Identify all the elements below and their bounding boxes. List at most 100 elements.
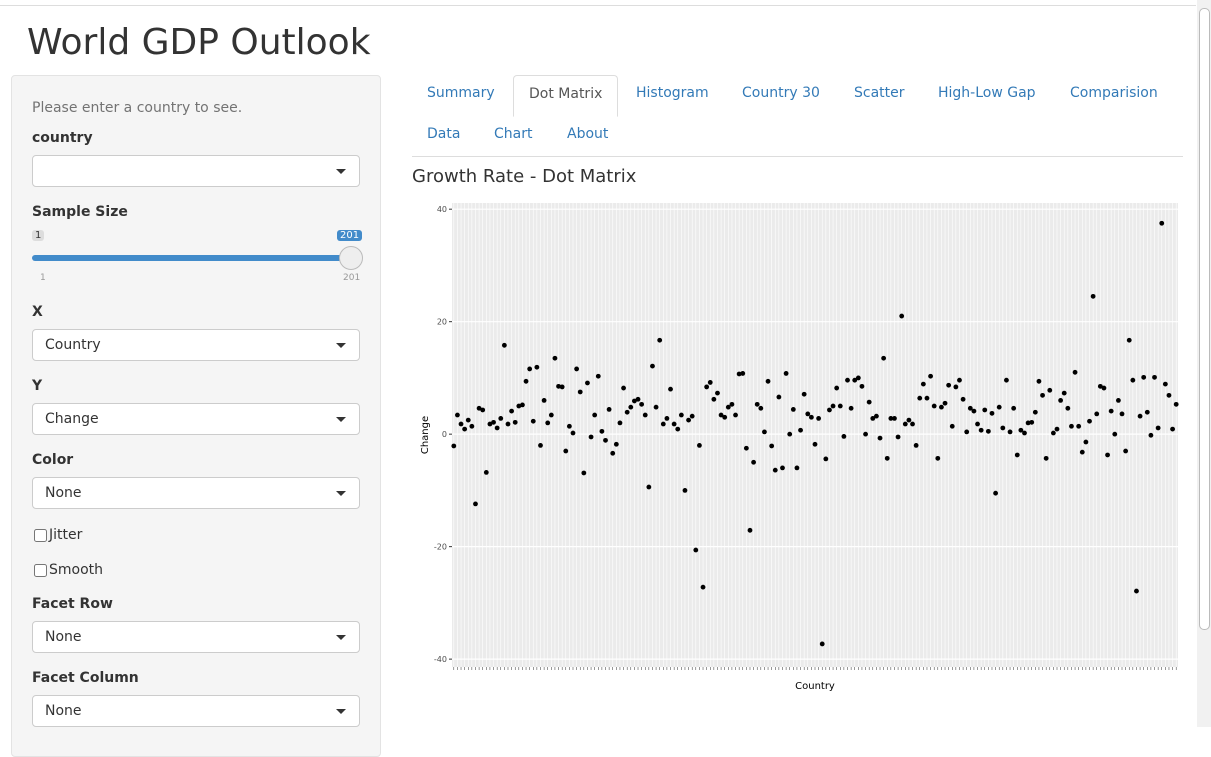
- dot: [639, 401, 645, 407]
- dot: [895, 434, 901, 440]
- dot: [1036, 378, 1042, 384]
- tab[interactable]: Chart: [494, 126, 533, 142]
- dot: [823, 456, 829, 462]
- tab[interactable]: Data: [427, 126, 461, 142]
- dot: [888, 416, 894, 421]
- dot: [808, 414, 814, 420]
- dot: [743, 445, 749, 451]
- top-bar: [0, 0, 1196, 6]
- tab[interactable]: Comparision: [1070, 85, 1158, 101]
- facet-col-select[interactable]: None: [32, 695, 360, 727]
- dot: [892, 416, 897, 421]
- dot: [1065, 405, 1071, 411]
- y-select[interactable]: Change: [32, 403, 360, 435]
- dot: [1090, 293, 1096, 299]
- dot: [975, 421, 980, 427]
- dot: [978, 427, 984, 433]
- dot: [913, 443, 919, 448]
- tab[interactable]: Country 30: [742, 85, 820, 101]
- dot: [588, 434, 594, 440]
- chart: -40 -20 0 20 40 Country Change: [420, 203, 1179, 692]
- dot: [581, 470, 587, 476]
- dot: [1029, 419, 1035, 425]
- slider-track: [32, 255, 352, 261]
- dot: [491, 419, 496, 425]
- label: Sample Size: [32, 204, 128, 220]
- dot: [967, 405, 973, 411]
- dot: [754, 401, 760, 407]
- dot: [483, 470, 489, 475]
- dot: [1170, 426, 1175, 432]
- y-tick-label: 40: [437, 205, 447, 214]
- dot: [635, 396, 641, 402]
- dot: [469, 423, 475, 429]
- scroll-thumb[interactable]: [1199, 8, 1210, 630]
- jitter-checkbox[interactable]: Jitter: [34, 527, 82, 543]
- dot: [1072, 369, 1078, 375]
- dot: [523, 378, 529, 384]
- dot: [762, 429, 767, 435]
- dot: [942, 400, 948, 406]
- dot: [613, 441, 619, 447]
- dot: [559, 384, 565, 390]
- tab[interactable]: Summary: [427, 85, 495, 101]
- dot: [751, 459, 756, 465]
- dot: [473, 501, 478, 507]
- dot: [776, 394, 782, 400]
- dot: [1134, 588, 1139, 594]
- dot: [939, 404, 944, 410]
- dot: [1069, 423, 1074, 429]
- dot: [1166, 392, 1172, 398]
- dot: [996, 404, 1002, 410]
- facet-row-select[interactable]: None: [32, 621, 360, 653]
- checkbox[interactable]: [34, 563, 47, 577]
- dot: [1050, 430, 1056, 436]
- dot: [1076, 423, 1082, 429]
- dot: [671, 421, 677, 427]
- dot: [812, 441, 818, 447]
- dot: [592, 412, 598, 418]
- dot: [1079, 449, 1085, 455]
- dot: [736, 371, 742, 377]
- color-select[interactable]: None: [32, 477, 360, 509]
- country-select[interactable]: [32, 155, 360, 187]
- dot: [740, 371, 746, 376]
- dot: [675, 426, 681, 432]
- tab[interactable]: Dot Matrix: [513, 75, 619, 117]
- dot: [902, 421, 908, 427]
- tab[interactable]: High-Low Gap: [938, 85, 1036, 101]
- y-tick-label: 20: [437, 318, 447, 327]
- smooth-checkbox[interactable]: Smooth: [34, 562, 103, 578]
- label: country: [32, 130, 93, 146]
- tab[interactable]: Histogram: [636, 85, 709, 101]
- dot: [845, 377, 850, 383]
- dot: [548, 412, 554, 418]
- dot: [664, 416, 670, 421]
- slider-handle[interactable]: [339, 246, 363, 270]
- label: X: [32, 304, 43, 320]
- dot: [1119, 411, 1125, 417]
- dot: [646, 484, 652, 490]
- dot: [790, 407, 796, 412]
- tab[interactable]: About: [567, 126, 609, 142]
- dot: [917, 395, 923, 401]
- dot: [733, 412, 738, 418]
- x-select[interactable]: Country: [32, 329, 360, 361]
- dot: [556, 383, 561, 389]
- tab[interactable]: Scatter: [854, 85, 905, 101]
- dot: [595, 373, 601, 379]
- scrollbar: [1197, 0, 1211, 727]
- dot: [899, 313, 905, 319]
- dot: [1058, 398, 1064, 403]
- dot: [1162, 381, 1168, 387]
- dot: [498, 416, 504, 421]
- checkbox[interactable]: [34, 528, 47, 542]
- dot: [837, 403, 843, 409]
- dot: [1123, 448, 1129, 454]
- dot: [1116, 398, 1121, 403]
- dot: [628, 404, 634, 410]
- checkbox-label: Smooth: [49, 562, 104, 578]
- dot: [1130, 377, 1136, 383]
- dot: [924, 395, 930, 401]
- dot: [570, 430, 576, 436]
